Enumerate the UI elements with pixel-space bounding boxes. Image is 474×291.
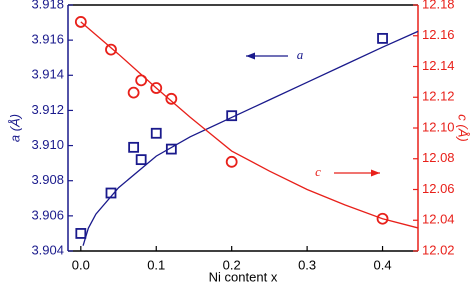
data-point	[376, 212, 389, 225]
y2-tick-label: 12.04	[422, 212, 455, 227]
y-tick-label: 3.910	[31, 137, 64, 152]
x-tick-label: 0.2	[223, 257, 241, 272]
y2-tick-label: 12.18	[422, 0, 455, 11]
data-point	[225, 155, 238, 168]
fit-line	[80, 21, 419, 229]
data-point	[75, 228, 87, 239]
data-point	[135, 154, 147, 166]
data-point	[74, 16, 87, 28]
y-tick-label: 3.904	[31, 242, 64, 257]
data-point	[165, 92, 178, 105]
data-point	[377, 32, 388, 44]
data-point	[150, 82, 163, 94]
data-point	[150, 127, 162, 139]
y2-tick-label: 12.10	[422, 119, 455, 134]
data-point	[105, 43, 117, 56]
y-tick-label: 3.918	[31, 0, 64, 11]
y-tick-label: 3.914	[31, 67, 64, 82]
y-tick-label: 3.912	[31, 102, 64, 117]
x-tick-label: 0.4	[374, 257, 392, 272]
y2-tick-label: 12.14	[422, 58, 455, 73]
annotation-arrowhead	[246, 52, 255, 60]
y2-tick-label: 12.08	[422, 150, 455, 165]
y2-tick-label: 12.02	[422, 242, 455, 257]
x-axis-title: Ni content x	[209, 269, 278, 284]
data-point	[165, 143, 177, 155]
y2-tick-label: 12.16	[422, 27, 455, 42]
fit-line	[82, 30, 419, 246]
y-tick-label: 3.908	[31, 172, 64, 187]
y-tick-label: 3.916	[31, 32, 64, 47]
annotation-arrowhead	[371, 169, 380, 177]
x-tick-label: 0.0	[72, 257, 90, 272]
annotation: a	[297, 47, 304, 62]
x-tick-label: 0.3	[298, 257, 316, 272]
y2-tick-label: 12.06	[422, 181, 455, 196]
data-point	[127, 86, 140, 99]
y-tick-label: 3.906	[31, 207, 64, 222]
x-tick-label: 0.1	[147, 257, 165, 272]
data-point	[128, 141, 140, 153]
annotation: c	[315, 164, 321, 179]
y2-tick-label: 12.12	[422, 89, 455, 104]
y-axis-title: a (Å)	[7, 114, 22, 142]
y2-axis-title: c (Å)	[456, 114, 471, 141]
